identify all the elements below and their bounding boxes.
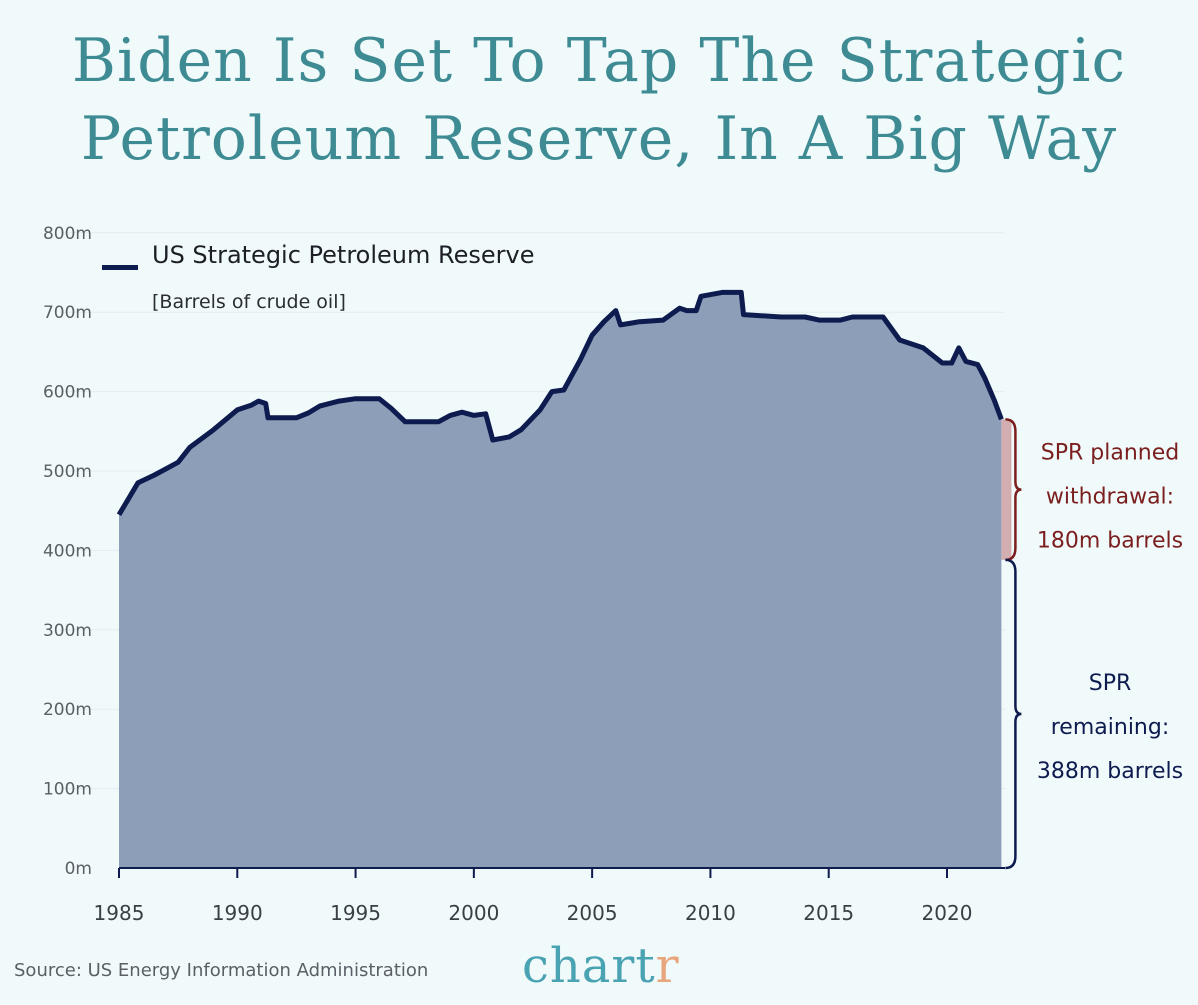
source-note: Source: US Energy Information Administra… <box>14 960 429 981</box>
x-tick-label: 1985 <box>94 901 145 925</box>
y-tick-label: 600m <box>43 383 92 403</box>
chart-title: Biden Is Set To Tap The Strategic Petrol… <box>0 22 1198 178</box>
brace-1 <box>1005 558 1022 870</box>
y-tick-label: 800m <box>43 224 92 244</box>
y-tick-label: 700m <box>43 303 92 323</box>
series-line <box>116 289 1004 516</box>
y-tick-label: 0m <box>65 859 92 879</box>
y-tick-label: 100m <box>43 780 92 800</box>
x-tick-label: 1995 <box>330 901 381 925</box>
title-line-1: Biden Is Set To Tap The Strategic <box>71 26 1127 96</box>
legend-swatch <box>102 265 138 270</box>
area-fill <box>119 292 1002 868</box>
annotation-text: 180m barrels <box>1037 529 1183 554</box>
x-tick-label: 2000 <box>448 901 499 925</box>
legend-sublabel: [Barrels of crude oil] <box>152 291 346 313</box>
x-tick-label: 1990 <box>212 901 263 925</box>
y-tick-label: 500m <box>43 462 92 482</box>
title-line-2: Petroleum Reserve, In A Big Way <box>80 104 1118 174</box>
chartr-logo: chartr <box>522 938 680 994</box>
logo-main: chart <box>522 938 656 994</box>
legend-label: US Strategic Petroleum Reserve <box>152 241 535 269</box>
annotation-text: withdrawal: <box>1046 485 1174 510</box>
x-tick-label: 2005 <box>567 901 618 925</box>
annotation-text: SPR planned <box>1041 441 1179 466</box>
x-tick-label: 2010 <box>685 901 736 925</box>
x-tick-label: 2020 <box>922 901 973 925</box>
annotation-text: remaining: <box>1051 715 1170 740</box>
withdrawal-fill <box>1001 419 1012 560</box>
x-tick-label: 2015 <box>803 901 854 925</box>
annotation-text: 388m barrels <box>1037 759 1183 784</box>
annotation-text: SPR <box>1089 671 1132 696</box>
logo-accent: r <box>655 938 680 994</box>
y-tick-label: 300m <box>43 621 92 641</box>
y-tick-label: 200m <box>43 700 92 720</box>
y-tick-label: 400m <box>43 541 92 561</box>
